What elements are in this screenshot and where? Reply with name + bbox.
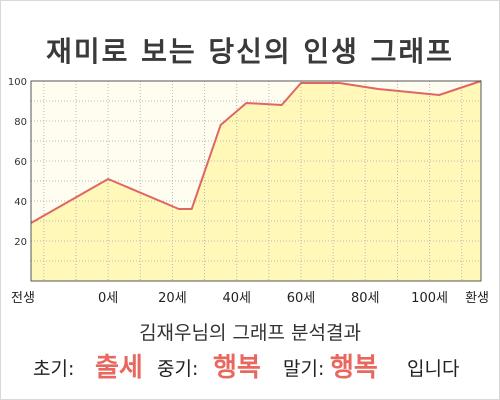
middle-label: 중기:	[157, 358, 199, 380]
y-tick-label: 40	[14, 197, 27, 208]
early-label: 초기:	[33, 358, 75, 380]
life-series-line	[30, 80, 482, 224]
x-tick-label: 20세	[158, 291, 187, 306]
analysis-summary: 김재우님의 그래프 분석결과	[139, 322, 361, 344]
chart-title: 재미로 보는 당신의 인생 그래프	[46, 35, 454, 68]
middle-value: 행복	[213, 353, 261, 383]
x-tick-label: 전생	[11, 291, 35, 306]
x-tick-label: 100세	[411, 291, 448, 306]
late-label: 말기:	[283, 358, 325, 380]
y-tick-label: 20	[14, 237, 27, 248]
late-value: 행복	[330, 353, 378, 383]
x-tick-label: 60세	[287, 291, 316, 306]
closing-text: 입니다	[407, 358, 460, 380]
y-tick-label: 100	[8, 77, 27, 88]
phase-result-row: 초기: 출세 중기: 행복 말기: 행복 입니다	[0, 345, 500, 385]
x-tick-label: 40세	[222, 291, 251, 306]
x-tick-label: 80세	[351, 291, 380, 306]
early-value: 출세	[95, 353, 143, 383]
y-tick-label: 60	[14, 157, 27, 168]
y-tick-label: 80	[14, 117, 27, 128]
x-tick-label: 환생	[465, 291, 489, 306]
plot-border	[30, 80, 482, 282]
x-tick-label: 0세	[98, 291, 118, 306]
